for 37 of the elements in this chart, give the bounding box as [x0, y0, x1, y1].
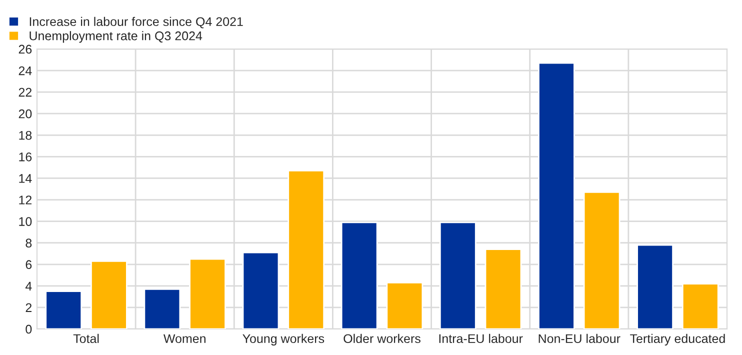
bar [288, 170, 325, 329]
y-tick-label: 26 [18, 44, 32, 54]
y-tick-label: 16 [19, 152, 32, 162]
x-tick-label: Total [73, 334, 99, 344]
y-tick-label: 6 [26, 260, 32, 270]
y-tick-label: 10 [19, 217, 32, 226]
y-tick-label: 2 [26, 303, 32, 312]
bar [144, 288, 181, 329]
bar [90, 260, 128, 329]
bar [682, 283, 719, 329]
bar [636, 244, 674, 329]
bar [189, 258, 226, 329]
y-tick-label: 18 [19, 130, 32, 140]
bar [484, 248, 522, 329]
bar [45, 290, 82, 329]
y-tick-label: 22 [18, 88, 32, 97]
y-tick-label: 20 [18, 109, 32, 118]
y-tick-label: 24 [18, 66, 32, 76]
y-tick-label: 14 [19, 174, 32, 183]
legend-label: Increase in labour force since Q4 2021 [30, 16, 243, 28]
x-tick-label: Intra-EU labour [439, 334, 523, 344]
bar [242, 252, 280, 329]
x-tick-label: Tertiary educated [630, 334, 725, 346]
bar [340, 222, 378, 329]
x-tick-label: Non-EU labour [538, 334, 620, 344]
bar [583, 192, 620, 329]
bar [386, 282, 424, 329]
x-tick-label: Women [163, 334, 206, 344]
x-tick-label: Young workers [242, 334, 324, 346]
bar [538, 62, 575, 329]
x-tick-label: Older workers [344, 334, 420, 344]
y-tick-label: 12 [19, 196, 32, 204]
y-tick-label: 0 [26, 324, 32, 334]
bar [439, 222, 476, 329]
y-tick-label: 8 [26, 238, 32, 248]
y-tick-label: 4 [25, 282, 32, 290]
legend-label: Unemployment rate in Q3 2024 [30, 31, 202, 43]
